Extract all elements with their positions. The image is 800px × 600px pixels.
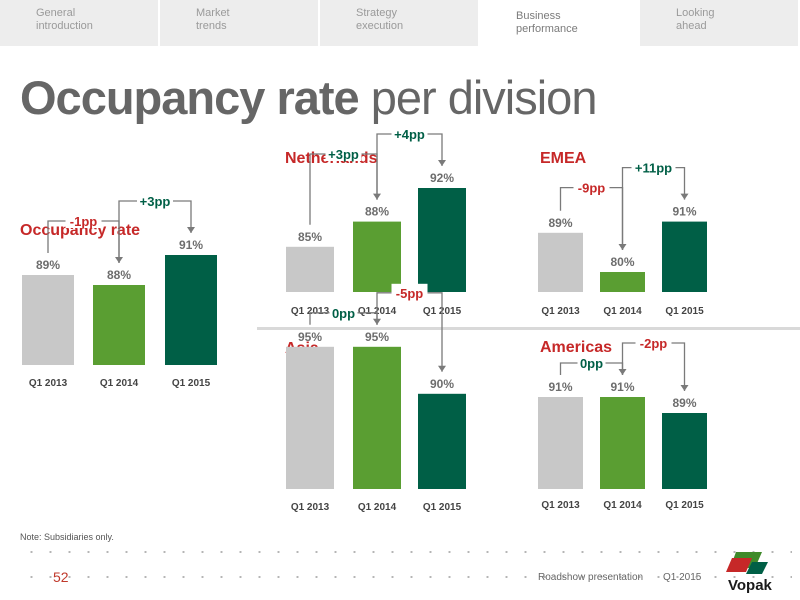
change-label-bg [137,192,173,208]
logo-flag-red [726,558,752,572]
vopak-logo: Vopak [726,552,773,594]
category-label: Q1 2013 [29,378,68,389]
category-label: Q1 2015 [665,500,704,511]
change-label-bg [65,212,102,228]
value-label: 91% [672,205,696,219]
change-label: -5pp [396,286,424,301]
value-label: 92% [430,171,454,185]
bar-q1-2013 [286,346,334,489]
bar-q1-2015 [662,221,707,292]
bar-q1-2013 [286,246,334,292]
bar-q1-2013 [538,397,583,489]
change-label: +11pp [635,161,672,176]
category-label: Q1 2015 [665,306,704,317]
change-arrowhead [187,227,195,233]
bar-q1-2014 [600,397,645,489]
footer-period: Q1 2015 [663,572,702,583]
change-label: -2pp [640,336,668,351]
footer-presentation: Roadshow presentation [538,572,644,583]
page-title: Occupancy rate per division [20,70,598,125]
category-label: Q1 2015 [423,502,462,513]
bar-q1-2015 [662,413,707,489]
category-label: Q1 2013 [541,306,580,317]
category-label: Q1 2014 [603,500,642,511]
change-label: -1pp [70,214,98,229]
footnote: Note: Subsidiaries only. [20,532,114,542]
category-label: Q1 2014 [358,502,397,513]
value-label: 89% [548,216,572,230]
change-label-bg [329,303,358,320]
change-label: +3pp [328,147,359,162]
bar-q1-2014 [353,346,401,489]
section-tabs: General introduction Market trends Strat… [0,0,800,46]
page-title-rest: per division [358,71,598,124]
logo-wordmark: Vopak [728,577,773,594]
logo-flag-dark [746,562,768,574]
value-label: 91% [610,380,634,394]
dotted-divider-lower [22,576,792,578]
change-arrowhead [680,385,689,391]
bar-q1-2015 [418,188,466,292]
bar-q1-2014 [93,285,145,365]
change-label: +3pp [140,194,171,209]
chart-title: Americas [540,339,612,356]
change-arrowhead [680,193,689,200]
tab-strategy-execution[interactable]: Strategy execution [320,0,480,46]
value-label: 88% [107,268,131,282]
value-label: 89% [672,396,696,410]
bar-q1-2014 [600,272,645,292]
category-label: Q1 2013 [291,502,330,513]
category-label: Q1 2013 [291,306,330,317]
change-label-bg [635,334,672,350]
bar-q1-2013 [22,275,74,365]
category-label: Q1 2014 [100,378,139,389]
dotted-divider-upper [22,551,792,553]
category-label: Q1 2015 [172,378,211,389]
value-label: 95% [298,330,322,344]
bar-q1-2015 [418,393,466,489]
bar-q1-2014 [353,221,401,292]
chart-title: Occupancy rate [20,222,140,239]
value-label: 85% [298,230,322,244]
tab-looking-ahead[interactable]: Looking ahead [640,0,800,46]
value-label: 91% [548,380,572,394]
value-label: 95% [365,330,389,344]
change-label-bg [631,158,676,175]
category-label: Q1 2013 [541,500,580,511]
change-arrowhead [438,365,446,372]
value-label: 91% [179,238,203,252]
tab-general-introduction[interactable]: General introduction [0,0,160,46]
change-label-bg [577,354,606,370]
change-label: -9pp [578,181,606,196]
page-number: 52 [53,569,69,585]
tab-business-performance[interactable]: Business performance [480,0,640,46]
change-label-bg [391,125,428,141]
tab-market-trends[interactable]: Market trends [160,0,320,46]
change-label: +4pp [394,127,425,142]
category-label: Q1 2014 [603,306,642,317]
value-label: 88% [365,205,389,219]
value-label: 80% [610,255,634,269]
bar-q1-2015 [165,255,217,365]
chart-title: EMEA [540,150,587,167]
change-label: 0pp [332,306,355,321]
value-label: 89% [36,258,60,272]
change-label: 0pp [580,356,603,371]
change-label-bg [391,283,428,300]
change-label-bg [573,178,610,195]
section-divider [257,327,800,330]
change-arrowhead [438,160,446,166]
bar-q1-2013 [538,232,583,292]
change-label-bg [325,145,362,161]
page-title-bold: Occupancy rate [20,71,360,124]
value-label: 90% [430,377,454,391]
